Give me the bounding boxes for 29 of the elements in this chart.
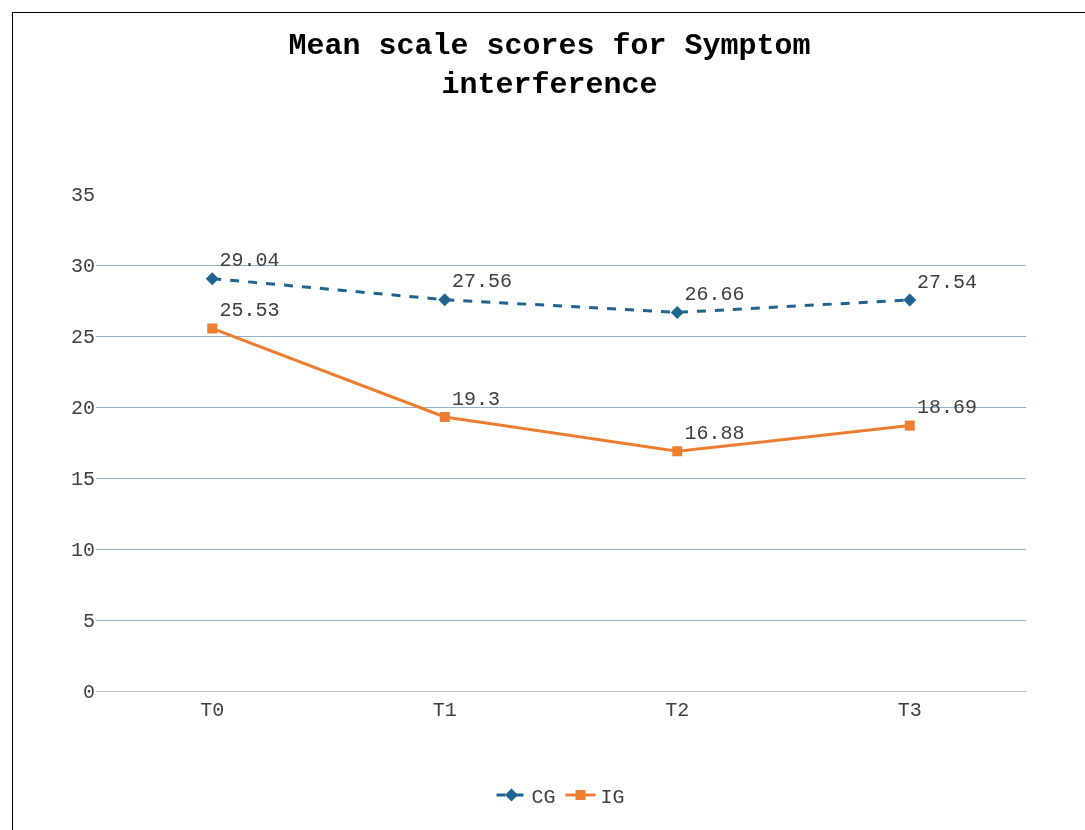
legend-label: CG (531, 785, 556, 809)
y-tick-label: 0 (82, 681, 95, 704)
y-tick-label: 20 (70, 397, 95, 420)
point (672, 446, 683, 457)
data-label: 19.3 (452, 387, 501, 411)
x-tick-label: T0 (200, 699, 225, 722)
y-tick-label: 35 (70, 184, 95, 207)
y-tick-label: 15 (70, 468, 95, 491)
y-tick-label: 5 (82, 610, 95, 633)
y-tick-label: 30 (70, 255, 95, 278)
x-tick-label: T2 (665, 699, 690, 722)
chart-title: Mean scale scores for Symptom interference (288, 28, 811, 102)
data-label: 27.56 (452, 270, 513, 294)
data-label: 27.54 (917, 270, 978, 294)
data-label: 26.66 (684, 283, 745, 307)
point (205, 272, 219, 286)
point (670, 305, 684, 319)
x-tick-label: T1 (432, 699, 457, 722)
data-label: 16.88 (684, 422, 745, 446)
x-tick-label: T3 (897, 699, 922, 722)
point (438, 293, 452, 307)
point (903, 293, 917, 307)
point (904, 420, 915, 431)
legend-label: IG (600, 785, 625, 809)
y-tick-label: 10 (70, 539, 95, 562)
y-tick-label: 25 (70, 326, 95, 349)
point (439, 411, 450, 422)
point (207, 323, 218, 334)
data-label: 25.53 (219, 299, 280, 323)
